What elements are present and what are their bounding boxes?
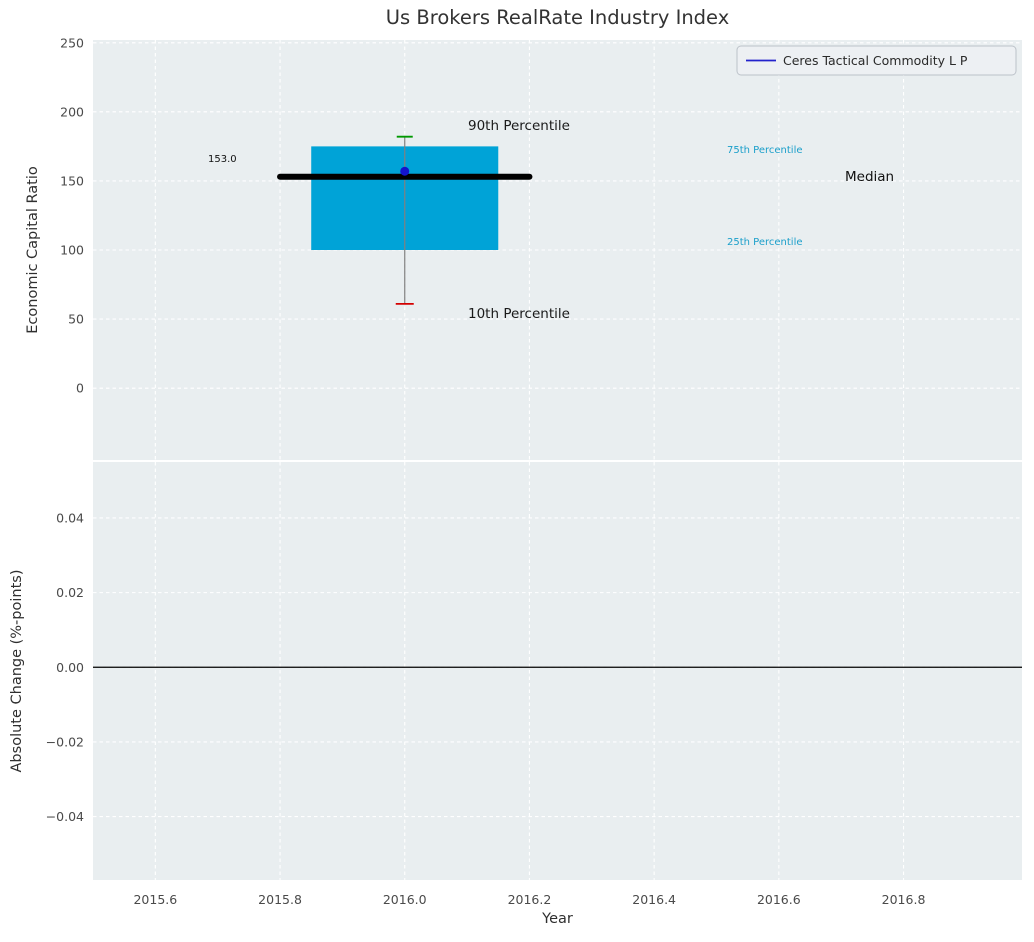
top-ytick-label: 200 [60, 104, 84, 119]
xtick-label: 2016.8 [882, 892, 926, 907]
annotation: 25th Percentile [727, 237, 803, 248]
legend-box [736, 45, 1017, 76]
bottom-ytick-label: −0.04 [46, 809, 84, 824]
chart-title: Us Brokers RealRate Industry Index [385, 6, 730, 29]
top-ytick-label: 100 [60, 243, 84, 258]
top-ytick-label: 250 [60, 35, 84, 50]
top-ytick-label: 0 [76, 381, 84, 396]
top-ytick-label: 150 [60, 173, 84, 188]
legend-label: Ceres Tactical Commodity L P [783, 53, 968, 68]
bottom-plot-area [93, 462, 1022, 880]
company-value-dot [400, 166, 410, 176]
bottom-ytick-label: 0.04 [56, 510, 84, 525]
annotation: Median [845, 169, 894, 185]
bottom-ytick-label: 0.00 [56, 660, 84, 675]
xtick-label: 2016.4 [632, 892, 676, 907]
top-ytick-label: 50 [68, 312, 84, 327]
xtick-label: 2016.6 [757, 892, 801, 907]
annotation: 153.0 [208, 154, 237, 165]
annotation: 10th Percentile [468, 306, 570, 322]
annotation: 75th Percentile [727, 145, 803, 156]
x-axis-label: Year [542, 911, 573, 927]
xtick-label: 2016.2 [508, 892, 552, 907]
bottom-ytick-label: −0.02 [46, 734, 84, 749]
xtick-label: 2015.8 [258, 892, 302, 907]
xtick-label: 2016.0 [383, 892, 427, 907]
annotation: 90th Percentile [468, 118, 570, 134]
bottom-y-axis-label: Absolute Change (%-points) [9, 569, 25, 773]
bottom-ytick-label: 0.02 [56, 585, 84, 600]
xtick-label: 2015.6 [133, 892, 177, 907]
top-y-axis-label: Economic Capital Ratio [25, 166, 41, 334]
